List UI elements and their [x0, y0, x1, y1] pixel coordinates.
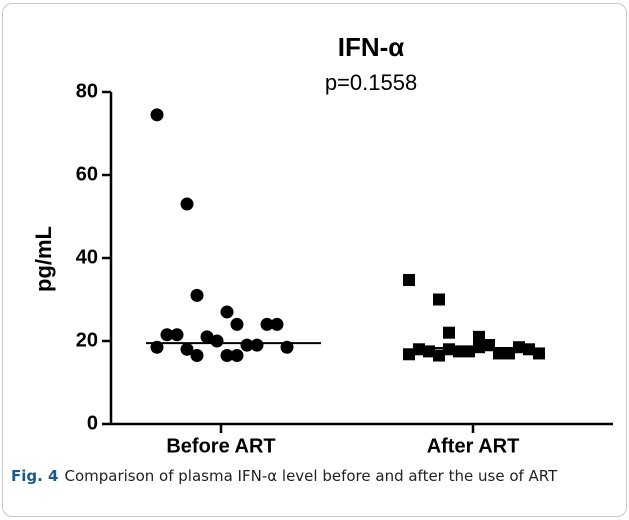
point — [180, 342, 194, 356]
caption: Fig. 4 Comparison of plasma IFN-α level b… — [11, 466, 611, 487]
point — [403, 273, 415, 286]
point — [170, 328, 184, 342]
point — [403, 348, 415, 361]
point — [523, 343, 535, 356]
point — [230, 349, 244, 363]
caption-text: Comparison of plasma IFN-α level before … — [64, 467, 558, 485]
y-axis-label: pg/mL — [31, 226, 56, 292]
point — [240, 338, 254, 352]
point — [473, 330, 485, 343]
x-tick-label: After ART — [427, 435, 520, 457]
point — [433, 293, 445, 306]
point — [150, 108, 164, 122]
point — [230, 317, 244, 331]
point — [190, 349, 204, 363]
chart: IFN-α p=0.1558 pg/mL 0 20 40 60 80 Before ART… — [31, 32, 613, 457]
point — [433, 349, 445, 362]
point — [210, 334, 224, 348]
point — [200, 330, 214, 344]
point — [260, 317, 274, 331]
y-tick-label: 60 — [76, 163, 98, 185]
figure: IFN-α p=0.1558 pg/mL 0 20 40 60 80 Before ART… — [2, 3, 627, 517]
y-tick-label: 40 — [76, 246, 98, 268]
point — [270, 317, 284, 331]
point — [190, 288, 204, 302]
point — [443, 343, 455, 356]
chart-subtitle: p=0.1558 — [325, 70, 417, 95]
point — [180, 197, 194, 211]
point — [493, 347, 505, 360]
chart-title: IFN-α — [338, 32, 405, 62]
point — [220, 349, 234, 363]
caption-label: Fig. 4 — [11, 467, 59, 485]
y-tick-label: 80 — [76, 80, 98, 102]
point — [160, 328, 174, 342]
x-tick-label: Before ART — [166, 435, 275, 457]
point — [413, 343, 425, 356]
y-tick-label: 20 — [76, 329, 98, 351]
point — [533, 347, 545, 360]
y-tick-label: 0 — [87, 412, 98, 434]
point — [220, 305, 234, 319]
point — [443, 326, 455, 339]
point — [250, 338, 264, 352]
point — [503, 347, 515, 360]
point — [483, 339, 495, 352]
